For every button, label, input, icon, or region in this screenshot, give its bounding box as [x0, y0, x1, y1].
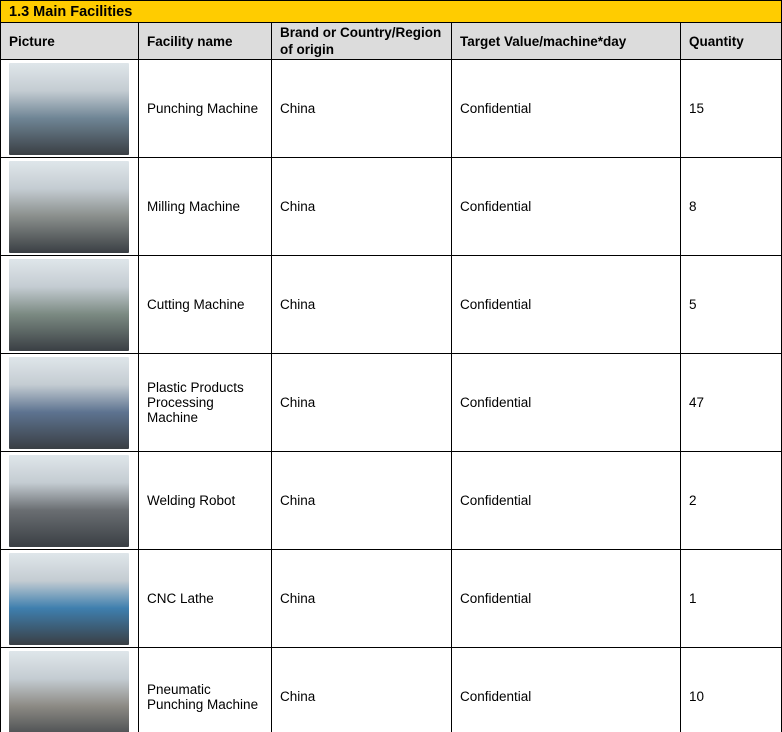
- facility-name: Welding Robot: [138, 451, 272, 550]
- target-value: Confidential: [451, 59, 681, 158]
- quantity: 8: [680, 157, 782, 256]
- origin: China: [271, 157, 452, 256]
- header-quantity: Quantity: [680, 22, 782, 60]
- facility-name: Milling Machine: [138, 157, 272, 256]
- target-value: Confidential: [451, 353, 681, 452]
- milling-machine-photo: [9, 160, 129, 253]
- picture-cell: [0, 353, 139, 452]
- facility-name: Plastic Products Processing Machine: [138, 353, 272, 452]
- section-title: 1.3 Main Facilities: [0, 0, 782, 23]
- quantity: 15: [680, 59, 782, 158]
- header-picture: Picture: [0, 22, 139, 60]
- picture-cell: [0, 59, 139, 158]
- punching-machine-photo: [9, 62, 129, 155]
- origin: China: [271, 647, 452, 732]
- target-value: Confidential: [451, 647, 681, 732]
- pneumatic-punching-machine-photo: [9, 650, 129, 732]
- facility-name: Pneumatic Punching Machine: [138, 647, 272, 732]
- target-value: Confidential: [451, 451, 681, 550]
- picture-cell: [0, 647, 139, 732]
- target-value: Confidential: [451, 549, 681, 648]
- header-facility-name: Facility name: [138, 22, 272, 60]
- table-row: Cutting Machine China Confidential 5: [0, 255, 782, 354]
- table-row: Pneumatic Punching Machine China Confide…: [0, 647, 782, 732]
- header-origin: Brand or Country/Region of origin: [271, 22, 452, 60]
- welding-robot-photo: [9, 454, 129, 547]
- target-value: Confidential: [451, 255, 681, 354]
- facility-name: Cutting Machine: [138, 255, 272, 354]
- target-value: Confidential: [451, 157, 681, 256]
- facility-name: Punching Machine: [138, 59, 272, 158]
- cutting-machine-photo: [9, 258, 129, 351]
- picture-cell: [0, 549, 139, 648]
- quantity: 5: [680, 255, 782, 354]
- origin: China: [271, 59, 452, 158]
- quantity: 1: [680, 549, 782, 648]
- table-row: Punching Machine China Confidential 15: [0, 59, 782, 158]
- table-row: Milling Machine China Confidential 8: [0, 157, 782, 256]
- origin: China: [271, 353, 452, 452]
- picture-cell: [0, 157, 139, 256]
- quantity: 2: [680, 451, 782, 550]
- plastic-processing-machine-photo: [9, 356, 129, 449]
- table-row: Plastic Products Processing Machine Chin…: [0, 353, 782, 452]
- picture-cell: [0, 451, 139, 550]
- table-row: CNC Lathe China Confidential 1: [0, 549, 782, 648]
- header-target-value: Target Value/machine*day: [451, 22, 681, 60]
- quantity: 10: [680, 647, 782, 732]
- origin: China: [271, 549, 452, 648]
- origin: China: [271, 255, 452, 354]
- origin: China: [271, 451, 452, 550]
- picture-cell: [0, 255, 139, 354]
- quantity: 47: [680, 353, 782, 452]
- table-row: Welding Robot China Confidential 2: [0, 451, 782, 550]
- facility-name: CNC Lathe: [138, 549, 272, 648]
- cnc-lathe-photo: [9, 552, 129, 645]
